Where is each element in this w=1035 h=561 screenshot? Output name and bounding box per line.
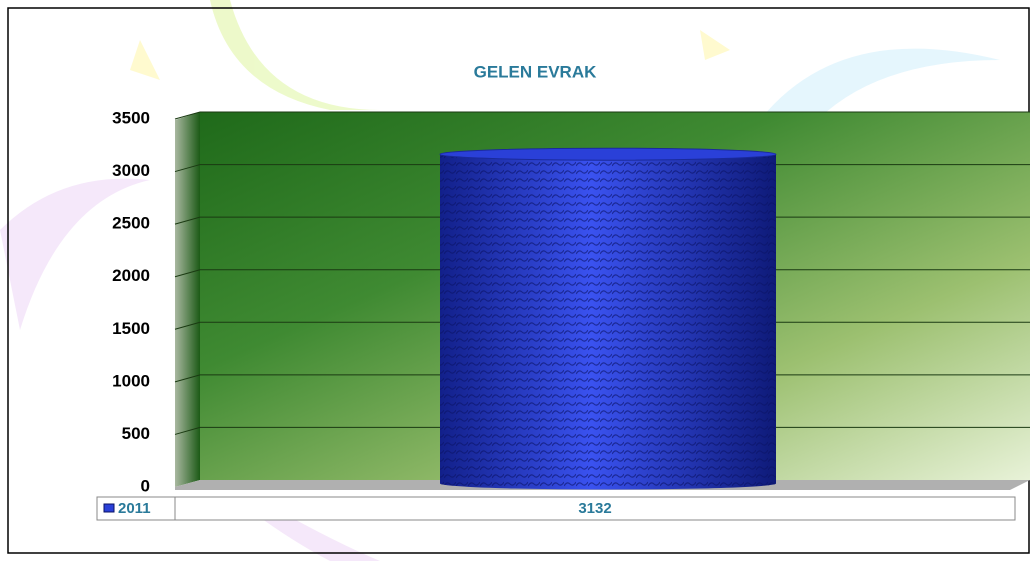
legend-key (104, 504, 114, 512)
y-tick-label: 3000 (112, 161, 150, 180)
y-tick-label: 500 (122, 424, 150, 443)
bar (440, 148, 776, 489)
chart: GELEN EVRAK 0 500 1000 1500 2000 2500 3000 3500… (0, 0, 1035, 561)
cylinder-top (440, 148, 776, 160)
y-tick-label: 0 (141, 476, 150, 495)
y-tick-label: 1500 (112, 319, 150, 338)
data-table: 2011 3132 (97, 497, 1015, 520)
chart-title: GELEN EVRAK (474, 62, 598, 81)
table-value: 3132 (578, 500, 611, 517)
cylinder-texture (440, 154, 776, 489)
y-tick-label: 3500 (112, 108, 150, 127)
plot (440, 148, 776, 489)
y-tick-label: 2500 (112, 214, 150, 233)
y-tick-label: 1000 (112, 371, 150, 390)
legend-label: 2011 (118, 500, 151, 517)
y-tick-label: 2000 (112, 266, 150, 285)
